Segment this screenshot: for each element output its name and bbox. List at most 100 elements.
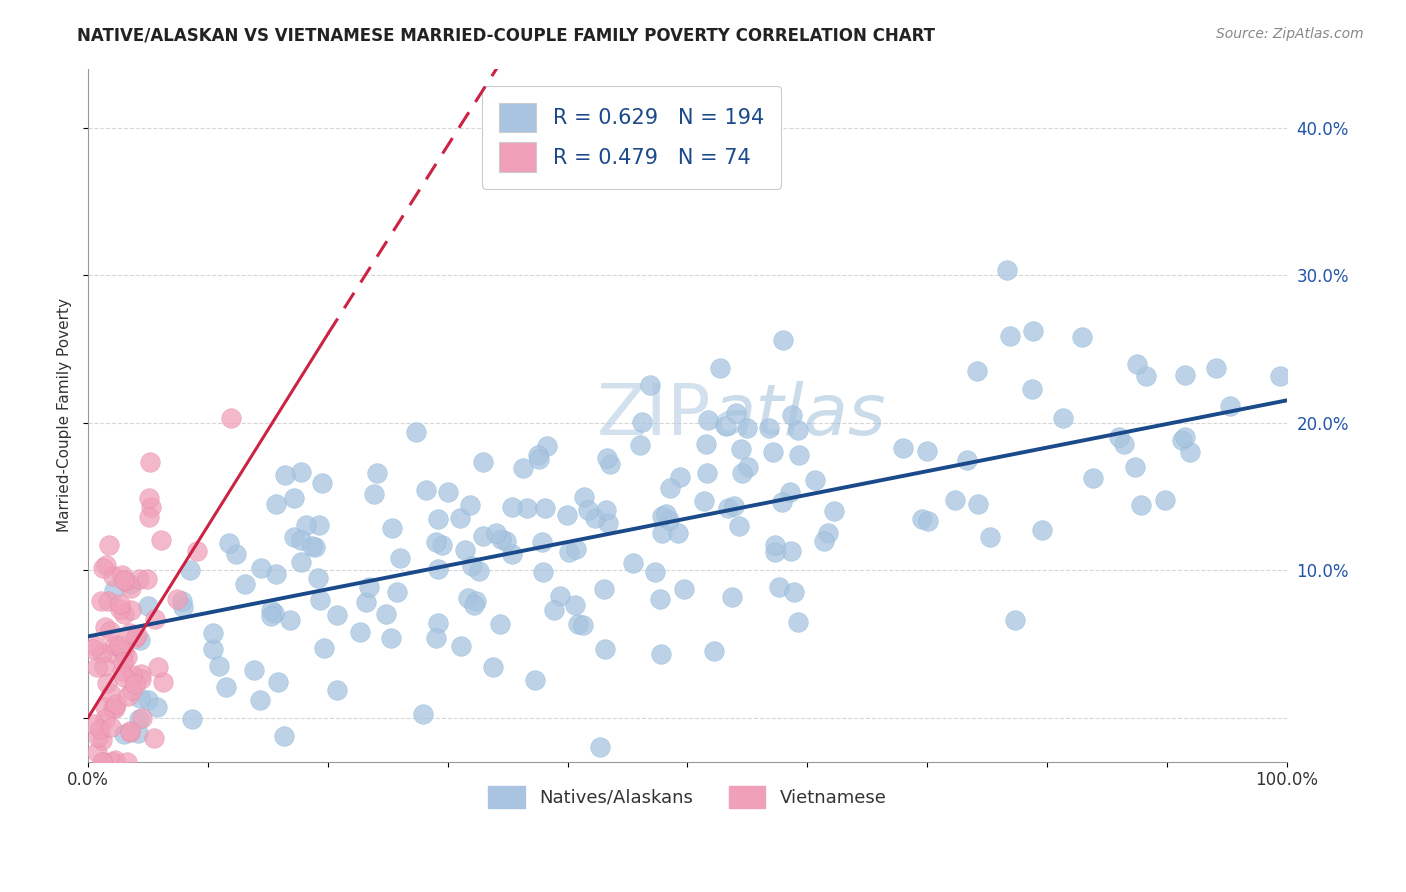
- Point: [595, 502, 617, 516]
- Point: [388, 551, 411, 566]
- Point: [1171, 434, 1194, 448]
- Point: [651, 508, 673, 523]
- Point: [94, 712, 117, 726]
- Point: [593, 582, 616, 596]
- Point: [311, 476, 333, 491]
- Point: [349, 625, 371, 640]
- Point: [208, 659, 231, 673]
- Point: [148, 660, 170, 674]
- Point: [308, 518, 330, 533]
- Point: [381, 521, 404, 535]
- Point: [651, 526, 673, 541]
- Point: [115, 650, 138, 665]
- Point: [543, 603, 565, 617]
- Point: [697, 413, 720, 427]
- Point: [304, 540, 326, 554]
- Point: [673, 582, 696, 596]
- Point: [100, 720, 122, 734]
- Point: [146, 700, 169, 714]
- Point: [1180, 445, 1202, 459]
- Point: [567, 616, 589, 631]
- Point: [669, 470, 692, 484]
- Point: [120, 626, 142, 640]
- Point: [735, 421, 758, 435]
- Point: [468, 564, 491, 578]
- Point: [103, 700, 125, 714]
- Point: [1135, 369, 1157, 384]
- Point: [450, 639, 472, 653]
- Point: [621, 556, 644, 570]
- Point: [1174, 430, 1197, 444]
- Point: [709, 360, 731, 375]
- Point: [100, 687, 122, 701]
- Point: [225, 547, 247, 561]
- Point: [1205, 360, 1227, 375]
- Point: [143, 731, 166, 745]
- Point: [128, 573, 150, 587]
- Point: [823, 504, 845, 518]
- Point: [128, 632, 150, 647]
- Point: [366, 467, 388, 481]
- Point: [260, 603, 283, 617]
- Point: [576, 502, 599, 516]
- Point: [449, 510, 471, 524]
- Point: [628, 438, 651, 452]
- Point: [731, 466, 754, 480]
- Point: [763, 545, 786, 559]
- Point: [218, 536, 240, 550]
- Point: [104, 697, 127, 711]
- Point: [108, 602, 131, 616]
- Point: [363, 486, 385, 500]
- Point: [454, 543, 477, 558]
- Point: [263, 607, 285, 621]
- Point: [380, 631, 402, 645]
- Point: [1129, 498, 1152, 512]
- Point: [425, 631, 447, 645]
- Point: [724, 407, 747, 421]
- Point: [430, 537, 453, 551]
- Point: [290, 466, 312, 480]
- Point: [111, 655, 134, 669]
- Point: [779, 485, 801, 500]
- Point: [768, 580, 790, 594]
- Point: [100, 624, 122, 638]
- Point: [804, 474, 827, 488]
- Point: [966, 498, 988, 512]
- Point: [283, 491, 305, 506]
- Point: [572, 618, 595, 632]
- Point: [131, 711, 153, 725]
- Point: [527, 452, 550, 467]
- Point: [405, 425, 427, 439]
- Point: [555, 508, 578, 523]
- Point: [93, 699, 115, 714]
- Point: [703, 644, 725, 658]
- Point: [166, 592, 188, 607]
- Text: atlas: atlas: [711, 381, 886, 450]
- Point: [817, 525, 839, 540]
- Point: [89, 722, 111, 736]
- Point: [128, 690, 150, 705]
- Point: [172, 600, 194, 615]
- Point: [813, 534, 835, 549]
- Point: [457, 591, 479, 605]
- Point: [966, 364, 988, 378]
- Point: [215, 680, 238, 694]
- Point: [558, 545, 581, 559]
- Point: [290, 533, 312, 547]
- Point: [94, 558, 117, 572]
- Point: [1154, 492, 1177, 507]
- Point: [307, 571, 329, 585]
- Point: [728, 518, 751, 533]
- Point: [780, 543, 803, 558]
- Point: [136, 572, 159, 586]
- Point: [152, 675, 174, 690]
- Point: [93, 658, 115, 673]
- Point: [260, 608, 283, 623]
- Point: [267, 675, 290, 690]
- Point: [531, 535, 554, 549]
- Point: [356, 595, 378, 609]
- Point: [911, 512, 934, 526]
- Point: [202, 625, 225, 640]
- Point: [1126, 357, 1149, 371]
- Point: [564, 598, 586, 612]
